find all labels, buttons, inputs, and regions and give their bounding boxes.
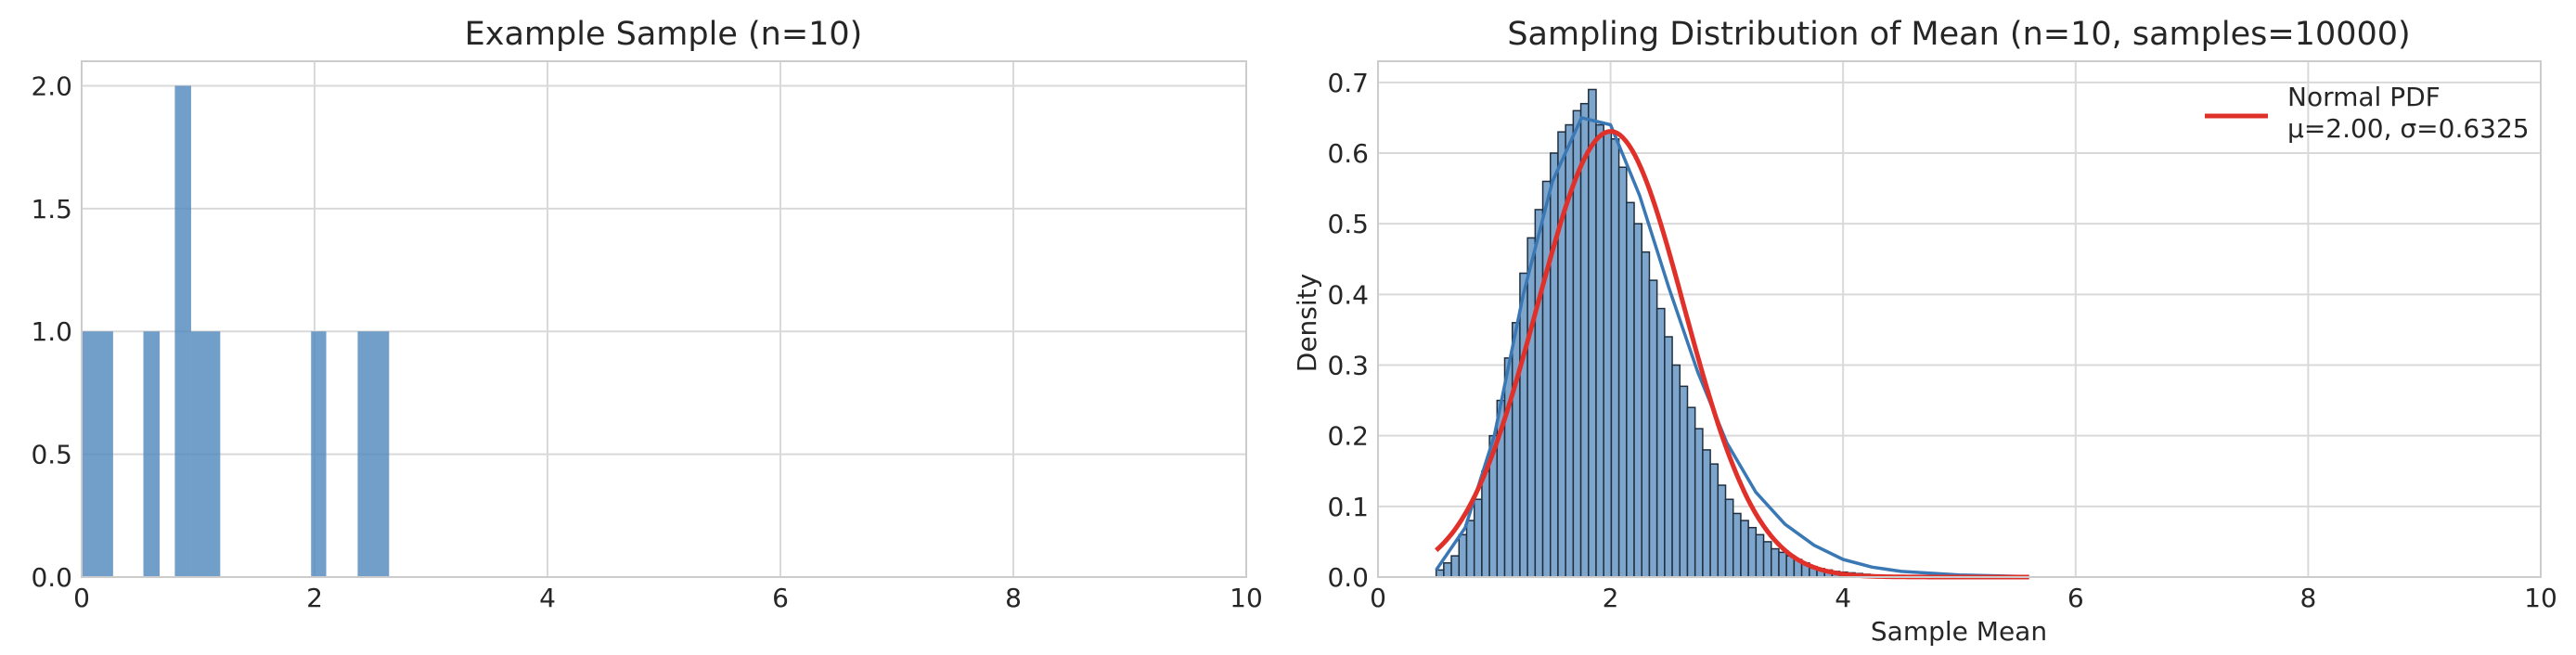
right-hist-bar-6 (1481, 470, 1490, 578)
kde-curve (1435, 116, 2018, 578)
left-plot-title: Example Sample (n=10) (465, 16, 863, 53)
right-hist-bar-36 (1709, 463, 1719, 578)
right-hist-bar-5 (1473, 498, 1483, 578)
right-y-tick-0.4: 0.4 (1327, 279, 1369, 310)
left-bar-0 (82, 331, 113, 577)
right-hist-bar-29 (1655, 307, 1666, 578)
right-hist-bar-14 (1541, 180, 1552, 578)
right-hist-bar-15 (1550, 152, 1559, 578)
right-x-tick-8: 8 (2299, 583, 2316, 613)
right-hist-bar-35 (1702, 449, 1711, 578)
right-hist-bar-31 (1671, 364, 1681, 578)
left-plot-frame (81, 60, 1247, 578)
left-x-tick-8: 8 (1005, 583, 1022, 613)
right-hist-bar-16 (1557, 131, 1566, 578)
right-hist-bar-33 (1686, 406, 1696, 578)
right-hist-bar-30 (1664, 336, 1673, 578)
right-x-tick-6: 6 (2067, 583, 2084, 613)
right-hist-bar-42 (1755, 533, 1765, 578)
left-x-tick-6: 6 (772, 583, 789, 613)
left-x-tick-0: 0 (73, 583, 90, 613)
right-hist-bar-40 (1740, 520, 1749, 578)
right-hist-bar-11 (1519, 272, 1528, 578)
right-y-tick-labels: 0.0 0.1 0.2 0.3 0.4 0.5 0.6 0.7 (1327, 68, 1369, 593)
right-hist-bar-27 (1641, 250, 1651, 578)
legend-label-line2: μ=2.00, σ=0.6325 (2287, 113, 2530, 144)
right-hist-bar-37 (1717, 484, 1727, 578)
left-bar-3 (190, 331, 221, 577)
right-hist-bar-21 (1595, 123, 1604, 578)
left-y-tick-0.5: 0.5 (31, 440, 72, 470)
right-hist-bar-20 (1588, 88, 1597, 578)
right-y-tick-0.2: 0.2 (1327, 421, 1369, 452)
right-hist-bar-4 (1465, 520, 1475, 578)
right-hist-bar-45 (1778, 551, 1787, 578)
right-hist-bar-12 (1526, 237, 1537, 578)
right-hist-bar-41 (1747, 526, 1758, 578)
right-plot-title: Sampling Distribution of Mean (n=10, sam… (1507, 16, 2410, 53)
right-y-axis-label: Density (1292, 274, 1322, 372)
right-x-tick-10: 10 (2524, 583, 2557, 613)
right-x-tick-0: 0 (1370, 583, 1386, 613)
right-hist-bar-26 (1633, 223, 1642, 578)
right-y-tick-0.6: 0.6 (1327, 138, 1369, 169)
left-bar-5 (357, 331, 390, 577)
right-x-tick-labels: 0 2 4 6 8 10 (1370, 583, 2557, 613)
left-x-tick-labels: 0 2 4 6 8 10 (73, 583, 1263, 613)
right-hist-bar-32 (1679, 385, 1689, 578)
right-hist-bar-23 (1610, 138, 1620, 578)
right-hist-bar-22 (1603, 131, 1613, 578)
right-hist-bar-28 (1648, 279, 1658, 578)
right-hist-bar-34 (1694, 428, 1704, 578)
right-hist-bar-1 (1443, 562, 1452, 578)
right-x-tick-4: 4 (1835, 583, 1851, 613)
right-hist-bar-2 (1450, 555, 1461, 578)
left-plot: Example Sample (n=10) 0 2 4 6 8 10 0.0 0.5 1.0 1… (31, 16, 1262, 613)
right-y-tick-0.1: 0.1 (1327, 492, 1369, 522)
right-y-tick-0.5: 0.5 (1327, 209, 1369, 239)
right-x-axis-label: Sample Mean (1871, 616, 2047, 647)
right-hist-bar-38 (1724, 498, 1734, 578)
right-hist-bar-24 (1617, 166, 1628, 578)
right-plot-frame (1377, 60, 2542, 578)
right-plot: Sampling Distribution of Mean (n=10, sam… (1292, 16, 2557, 647)
right-hist-bar-0 (1435, 569, 1445, 578)
left-bars (82, 85, 390, 577)
right-hist-bar-43 (1762, 541, 1772, 578)
right-hist-bar-44 (1771, 547, 1780, 578)
left-y-tick-2.0: 2.0 (31, 71, 72, 101)
legend-label-line1: Normal PDF (2287, 82, 2441, 112)
left-y-tick-0.0: 0.0 (31, 562, 72, 593)
left-gridlines (81, 61, 1247, 578)
right-hist-bar-3 (1458, 533, 1468, 578)
left-bar-2 (174, 85, 191, 577)
left-y-tick-1.0: 1.0 (31, 316, 72, 347)
left-x-tick-10: 10 (1230, 583, 1263, 613)
right-y-tick-0.7: 0.7 (1327, 68, 1369, 98)
left-x-tick-4: 4 (539, 583, 556, 613)
legend: Normal PDF μ=2.00, σ=0.6325 (2205, 82, 2530, 144)
left-bar-1 (143, 331, 161, 577)
right-x-tick-2: 2 (1603, 583, 1619, 613)
right-hist-bar-39 (1732, 512, 1742, 578)
left-x-tick-2: 2 (306, 583, 323, 613)
left-y-tick-labels: 0.0 0.5 1.0 1.5 2.0 (31, 71, 72, 593)
left-y-tick-1.5: 1.5 (31, 194, 72, 225)
right-y-tick-0.0: 0.0 (1327, 562, 1369, 593)
right-hist-bar-19 (1579, 102, 1590, 578)
right-hist-bar-25 (1626, 201, 1635, 578)
right-hist-bar-10 (1511, 322, 1521, 578)
left-bar-4 (311, 331, 327, 577)
right-y-tick-0.3: 0.3 (1327, 351, 1369, 381)
right-histogram-bars (1435, 88, 1879, 578)
right-hist-bar-13 (1534, 209, 1544, 578)
